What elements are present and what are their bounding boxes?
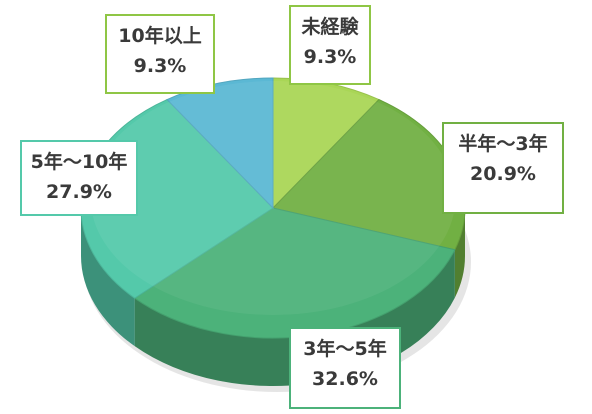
callout-未経験: 未経験 9.3% bbox=[289, 5, 371, 85]
slice-value: 32.6% bbox=[312, 368, 378, 390]
slice-value: 9.3% bbox=[303, 46, 357, 68]
callout-10年以上: 10年以上 9.3% bbox=[105, 14, 215, 94]
pie-slice-10年以上 bbox=[166, 77, 274, 210]
slice-value: 20.9% bbox=[470, 163, 536, 185]
callout-5年～10年: 5年～10年 27.9% bbox=[20, 140, 138, 216]
slice-value: 9.3% bbox=[133, 55, 187, 77]
slice-label: 半年～3年 bbox=[458, 133, 548, 155]
callout-半年～3年: 半年～3年 20.9% bbox=[442, 122, 564, 214]
slice-label: 3年～5年 bbox=[303, 338, 387, 360]
slice-label: 5年～10年 bbox=[30, 151, 128, 173]
slice-value: 27.9% bbox=[46, 181, 112, 203]
callout-3年～5年: 3年～5年 32.6% bbox=[289, 327, 401, 409]
slice-label: 10年以上 bbox=[118, 25, 202, 47]
pie-side-5年～10年 bbox=[81, 208, 135, 347]
slice-label: 未経験 bbox=[301, 16, 359, 38]
pie-highlight bbox=[90, 81, 456, 315]
